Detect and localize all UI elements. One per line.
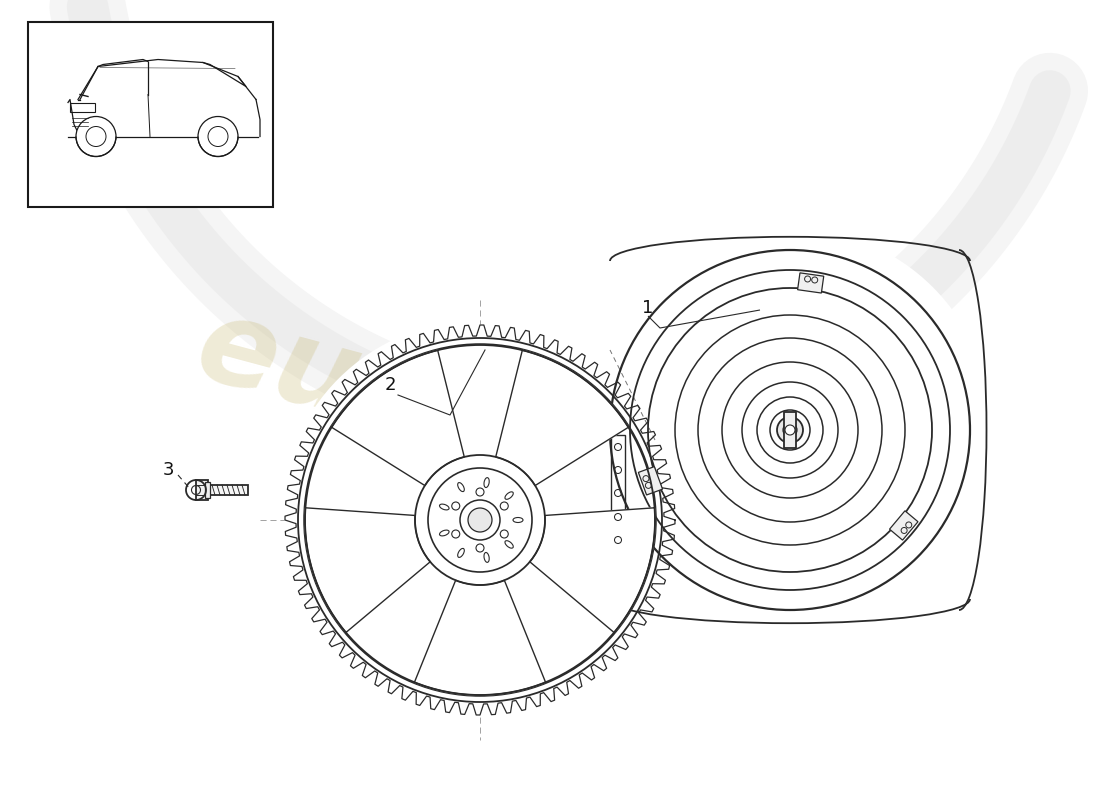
Circle shape	[305, 345, 654, 695]
Ellipse shape	[458, 549, 464, 558]
Bar	[28, 22, 273, 207]
Circle shape	[208, 126, 228, 146]
Ellipse shape	[484, 553, 490, 562]
Text: 2: 2	[384, 376, 396, 394]
Ellipse shape	[458, 482, 464, 491]
Polygon shape	[305, 508, 430, 633]
Ellipse shape	[484, 478, 490, 487]
Polygon shape	[331, 350, 464, 486]
Text: eurospares: eurospares	[185, 288, 935, 592]
Circle shape	[468, 508, 492, 532]
Text: a passion for parts since 1985: a passion for parts since 1985	[354, 472, 705, 588]
Circle shape	[777, 417, 803, 443]
Circle shape	[198, 117, 238, 157]
Circle shape	[588, 228, 992, 632]
Polygon shape	[285, 325, 675, 715]
Bar	[70, 102, 95, 111]
Ellipse shape	[505, 541, 514, 548]
Circle shape	[280, 320, 680, 720]
Bar	[610, 435, 625, 550]
Ellipse shape	[505, 492, 514, 499]
Bar	[205, 482, 210, 498]
Ellipse shape	[440, 530, 449, 536]
Text: 1: 1	[642, 299, 653, 317]
Polygon shape	[415, 580, 546, 695]
Circle shape	[86, 126, 106, 146]
Circle shape	[785, 425, 795, 435]
Bar	[784, 412, 796, 448]
Polygon shape	[638, 466, 662, 495]
Ellipse shape	[440, 504, 449, 510]
Circle shape	[76, 117, 116, 157]
Polygon shape	[890, 510, 918, 540]
Bar	[208, 485, 248, 495]
Polygon shape	[530, 508, 654, 633]
Polygon shape	[496, 350, 628, 486]
Text: 3: 3	[163, 461, 174, 479]
Ellipse shape	[513, 518, 522, 522]
Bar	[196, 480, 208, 500]
Polygon shape	[798, 273, 824, 293]
